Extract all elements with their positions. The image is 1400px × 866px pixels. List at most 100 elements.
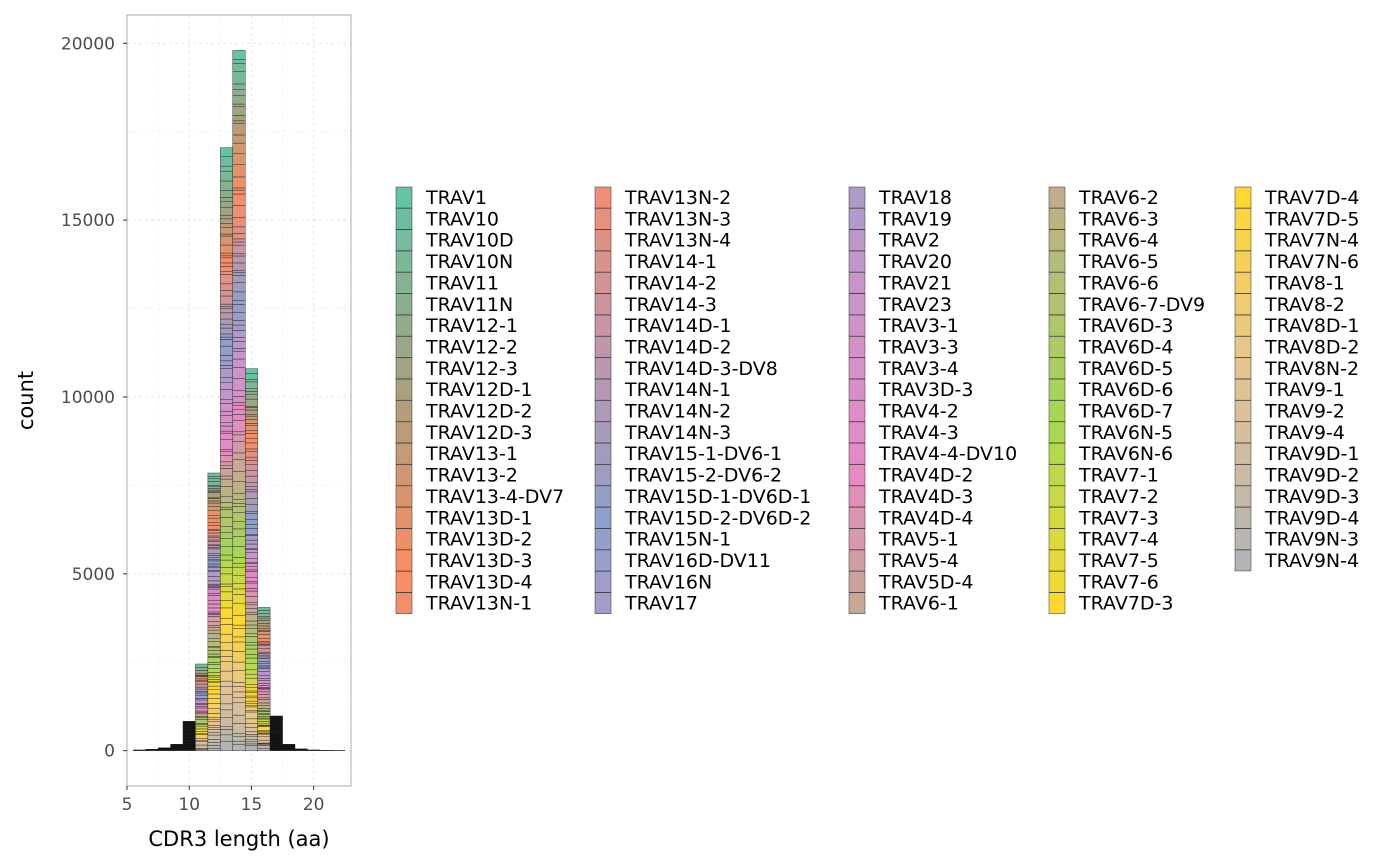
legend-key xyxy=(395,442,413,465)
bar-segment xyxy=(220,382,233,390)
legend-label: TRAV6-3 xyxy=(1078,208,1159,230)
bar-segment xyxy=(207,739,221,743)
bar-segment xyxy=(220,600,233,609)
legend-item: TRAV13D-3 xyxy=(395,549,533,572)
bar-segment xyxy=(220,703,233,711)
bar-segment xyxy=(207,662,221,665)
bar-segment xyxy=(207,731,221,736)
legend-item: TRAV8D-2 xyxy=(1234,336,1359,358)
bar-segment xyxy=(232,481,246,494)
legend-key xyxy=(395,314,413,337)
legend-label: TRAV5-4 xyxy=(878,550,959,572)
bar-segment xyxy=(282,746,296,750)
axes-layer: 0 5000 10000 15000 20000 5 10 15 20 xyxy=(61,34,325,815)
bar-segment xyxy=(220,266,233,272)
bar-segment xyxy=(245,450,258,458)
bar-segment xyxy=(195,698,209,701)
bar-segment xyxy=(195,734,209,739)
bar-segment xyxy=(269,741,283,745)
legend-label: TRAV15D-2-DV6D-2 xyxy=(624,507,811,529)
legend-label: TRAV8-1 xyxy=(1264,272,1345,294)
bar-segment xyxy=(232,350,246,360)
legend-key xyxy=(395,208,413,230)
legend-label: TRAV2 xyxy=(878,230,940,252)
bar-segment xyxy=(207,532,221,537)
bar-segment xyxy=(207,719,221,722)
bar-segment xyxy=(220,502,233,508)
bar-segment xyxy=(220,455,233,463)
legend-item: TRAV7D-4 xyxy=(1234,186,1359,209)
bar-segment xyxy=(207,682,221,687)
legend-label: TRAV6D-3 xyxy=(1078,315,1173,337)
legend-key xyxy=(848,549,866,572)
legend-label: TRAV13D-2 xyxy=(425,529,533,551)
legend-item: TRAV6N-6 xyxy=(1048,442,1173,465)
legend-label: TRAV15D-1-DV6D-1 xyxy=(624,486,811,508)
bar-segment xyxy=(207,570,221,572)
bar-segment xyxy=(245,398,258,407)
bar-segment xyxy=(245,614,258,622)
legend-item: TRAV6-2 xyxy=(1048,186,1159,209)
bar-segment xyxy=(232,736,246,742)
bar-segment xyxy=(257,654,271,658)
legend-item: TRAV14D-3-DV8 xyxy=(594,357,778,380)
y-tick-label: 15000 xyxy=(61,211,115,231)
bar-segment xyxy=(232,628,246,638)
bar-segment xyxy=(257,697,271,700)
legend-key xyxy=(848,336,866,358)
bar-segment xyxy=(232,431,246,436)
bar-segment xyxy=(257,733,271,738)
legend-key xyxy=(1234,507,1252,529)
bar-segment xyxy=(232,396,246,403)
y-tick-label: 10000 xyxy=(61,388,115,408)
legend-item: TRAV12D-3 xyxy=(395,421,533,444)
bar-segment xyxy=(232,142,246,154)
legend-label: TRAV1 xyxy=(425,187,487,209)
bar-segment xyxy=(232,434,246,442)
bar-segment xyxy=(245,368,258,374)
bar-segment xyxy=(220,546,233,556)
bar-segment xyxy=(182,740,196,743)
bar-segment xyxy=(220,165,233,172)
bar-segment xyxy=(220,475,233,480)
bar-segment xyxy=(220,290,233,297)
legend-key xyxy=(395,293,413,315)
bar-segment xyxy=(245,702,258,706)
legend-key xyxy=(395,592,413,614)
bar-segment xyxy=(220,295,233,305)
legend-key xyxy=(594,378,612,401)
bar-segment xyxy=(220,415,233,423)
bar-segment xyxy=(207,563,221,567)
legend-item: TRAV9D-4 xyxy=(1234,507,1359,529)
legend-key xyxy=(395,336,413,358)
legend-label: TRAV14N-2 xyxy=(624,401,731,423)
x-tick-label: 20 xyxy=(303,795,325,815)
legend-label: TRAV11 xyxy=(425,272,499,294)
legend-key xyxy=(594,549,612,572)
bar-segment xyxy=(257,685,271,688)
bar-segment xyxy=(269,715,283,718)
bar-segment xyxy=(182,721,196,724)
bar-segment xyxy=(232,275,246,283)
legend-key xyxy=(848,272,866,294)
legend-label: TRAV12D-3 xyxy=(425,422,533,444)
bar-segment xyxy=(232,566,246,576)
bar-segment xyxy=(207,703,221,709)
bar-segment xyxy=(232,378,246,392)
bar-segment xyxy=(220,156,233,167)
bar-segment xyxy=(207,510,221,516)
bar-segment xyxy=(220,449,233,452)
bar-segment xyxy=(245,705,258,708)
legend-label: TRAV20 xyxy=(878,251,952,273)
legend-label: TRAV13-4-DV7 xyxy=(425,486,564,508)
bar-segment xyxy=(195,728,209,732)
bar-segment xyxy=(220,461,233,466)
bar-segment xyxy=(232,441,246,454)
legend-key xyxy=(1048,336,1066,358)
legend-key xyxy=(395,400,413,422)
y-tick-label: 0 xyxy=(104,742,115,762)
bar-segment xyxy=(207,472,221,477)
bar-segment xyxy=(232,615,246,626)
bar-segment xyxy=(245,731,258,735)
bar-segment xyxy=(232,452,246,460)
